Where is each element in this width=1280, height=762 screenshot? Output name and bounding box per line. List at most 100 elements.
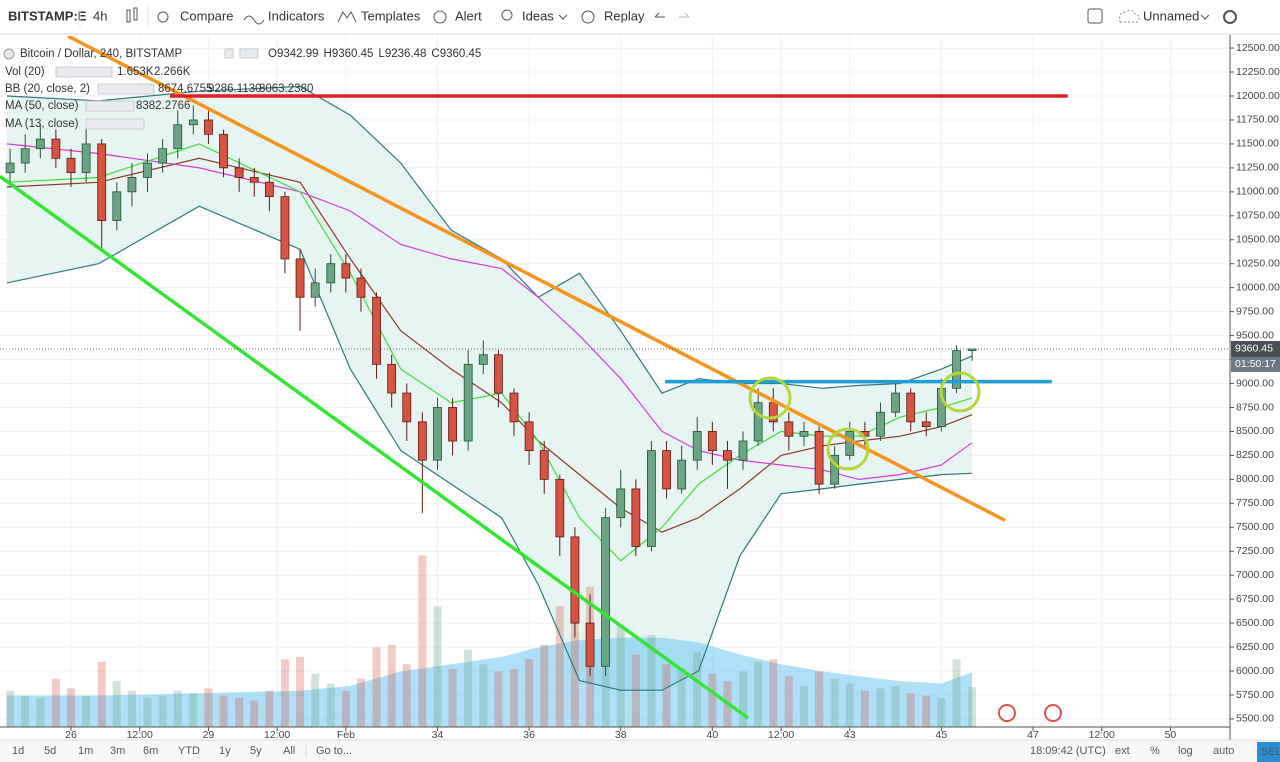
volume-bar <box>356 678 365 727</box>
volume-ma-area <box>6 637 973 727</box>
x-tick-label: 40 <box>707 729 719 741</box>
toolbar-button[interactable]: Compare <box>180 8 233 23</box>
chart-style-icon[interactable] <box>126 7 138 23</box>
volume-bar <box>739 671 748 727</box>
volume-bar <box>189 693 198 727</box>
undo-icon[interactable] <box>654 12 665 18</box>
range-button[interactable]: 6m <box>143 745 158 757</box>
range-button[interactable]: 1m <box>78 745 93 757</box>
volume-bar <box>662 664 671 727</box>
legend-button[interactable] <box>85 100 135 112</box>
last-price-tag <box>1231 340 1280 357</box>
legend-button[interactable] <box>85 118 145 130</box>
candle-body <box>570 536 580 624</box>
candle-body <box>249 177 259 183</box>
y-tick-label: 12250.00 <box>1236 66 1280 78</box>
trade-button-bg[interactable] <box>1257 742 1280 762</box>
option-button[interactable]: ext <box>1115 745 1130 757</box>
checkbox[interactable] <box>1087 8 1103 24</box>
x-tick-label: 12:00 <box>768 729 794 741</box>
settings-icon[interactable] <box>1223 10 1237 24</box>
volume-bar <box>173 690 182 727</box>
candle-body <box>387 363 397 394</box>
legend-button[interactable] <box>224 48 234 59</box>
candle-body <box>463 363 473 442</box>
y-tick-label: 12500.00 <box>1236 42 1280 54</box>
redo-icon[interactable] <box>679 12 690 18</box>
candle-body <box>326 263 336 284</box>
volume-bar <box>402 664 411 727</box>
y-tick-label: 11500.00 <box>1236 138 1279 150</box>
legend-button[interactable] <box>55 66 113 78</box>
legend: Bitcoin / Dollar, 240, BITSTAMP O9342.99… <box>3 48 481 130</box>
range-button[interactable]: 3m <box>110 745 125 757</box>
candle-body <box>448 407 458 442</box>
toolbar-button[interactable]: Alert <box>455 8 482 23</box>
volume-bar <box>326 683 335 727</box>
volume-bar <box>464 649 473 727</box>
legend-button[interactable] <box>239 48 259 59</box>
y-tick-label: 11750.00 <box>1236 114 1279 126</box>
study-value: 9286.1130 <box>208 83 262 95</box>
countdown-tag <box>1231 356 1280 372</box>
x-tick-label: 43 <box>844 729 856 741</box>
symbol[interactable]: BITSTAMP:E <box>8 8 87 23</box>
volume-bar <box>143 698 152 727</box>
candle-body <box>219 133 228 169</box>
event-flag[interactable] <box>998 704 1016 722</box>
toolbar-button[interactable]: Templates <box>361 8 421 23</box>
candle-body <box>112 191 122 221</box>
y-tick-label: 9000.00 <box>1236 377 1274 389</box>
volume-bar <box>693 652 702 727</box>
option-button[interactable]: log <box>1178 745 1193 757</box>
legend-button[interactable] <box>97 83 155 95</box>
volume-bar <box>784 676 793 727</box>
candle-body <box>799 431 809 437</box>
volume-bar <box>204 688 213 727</box>
volume-bar <box>769 659 778 727</box>
caret <box>1200 14 1210 20</box>
y-tick-label: 8250.00 <box>1236 449 1274 461</box>
volume-bar <box>799 685 808 727</box>
candle-body <box>601 517 611 667</box>
volume-bar <box>677 669 686 727</box>
volume-bar <box>952 659 961 727</box>
range-button[interactable]: 1y <box>219 745 231 757</box>
range-button[interactable]: 5d <box>44 745 56 757</box>
volume-bar <box>525 659 534 727</box>
goto-button[interactable]: Go to... <box>316 745 352 757</box>
axes: 5500.00 5750.00 6000.00 6250.00 6500.00 6750.… <box>65 42 1280 741</box>
indicators-icon <box>243 15 265 25</box>
candle-body <box>784 421 794 437</box>
event-flag[interactable] <box>1044 704 1062 722</box>
range-button[interactable]: 1d <box>12 745 24 757</box>
option-button[interactable]: % <box>1150 745 1160 757</box>
volume-bar <box>158 695 167 727</box>
range-button[interactable]: YTD <box>178 745 200 757</box>
candle-body <box>677 459 687 490</box>
study-name: BB (20, close, 2) <box>5 83 90 95</box>
toolbar-button[interactable]: Ideas <box>522 8 554 23</box>
y-tick-label: 7250.00 <box>1236 545 1274 557</box>
volume-bar <box>540 644 549 727</box>
candle-body <box>264 181 274 198</box>
candle-body <box>509 392 519 423</box>
toolbar-button[interactable]: Replay <box>604 8 645 23</box>
trade-button[interactable]: SEL <box>1261 746 1280 758</box>
candle-body <box>158 148 168 164</box>
trend-line <box>0 174 750 720</box>
interval[interactable]: 4h <box>93 8 107 23</box>
toolbar-button[interactable]: Indicators <box>268 8 325 23</box>
layout-name[interactable]: Unnamed <box>1143 8 1199 23</box>
range-button[interactable]: All <box>283 745 295 757</box>
volume-bar <box>250 700 259 727</box>
toolbar: BITSTAMP:E 4h Compare Indicators Templat… <box>0 0 1280 35</box>
option-button[interactable]: auto <box>1213 745 1234 757</box>
y-tick-label: 7500.00 <box>1236 521 1274 533</box>
volume-bar <box>616 625 625 727</box>
range-button[interactable]: 5y <box>250 745 262 757</box>
highlight-circles <box>748 371 981 471</box>
candle-body <box>692 431 702 461</box>
y-tick-label: 10250.00 <box>1236 257 1280 269</box>
candle-body <box>478 354 488 365</box>
